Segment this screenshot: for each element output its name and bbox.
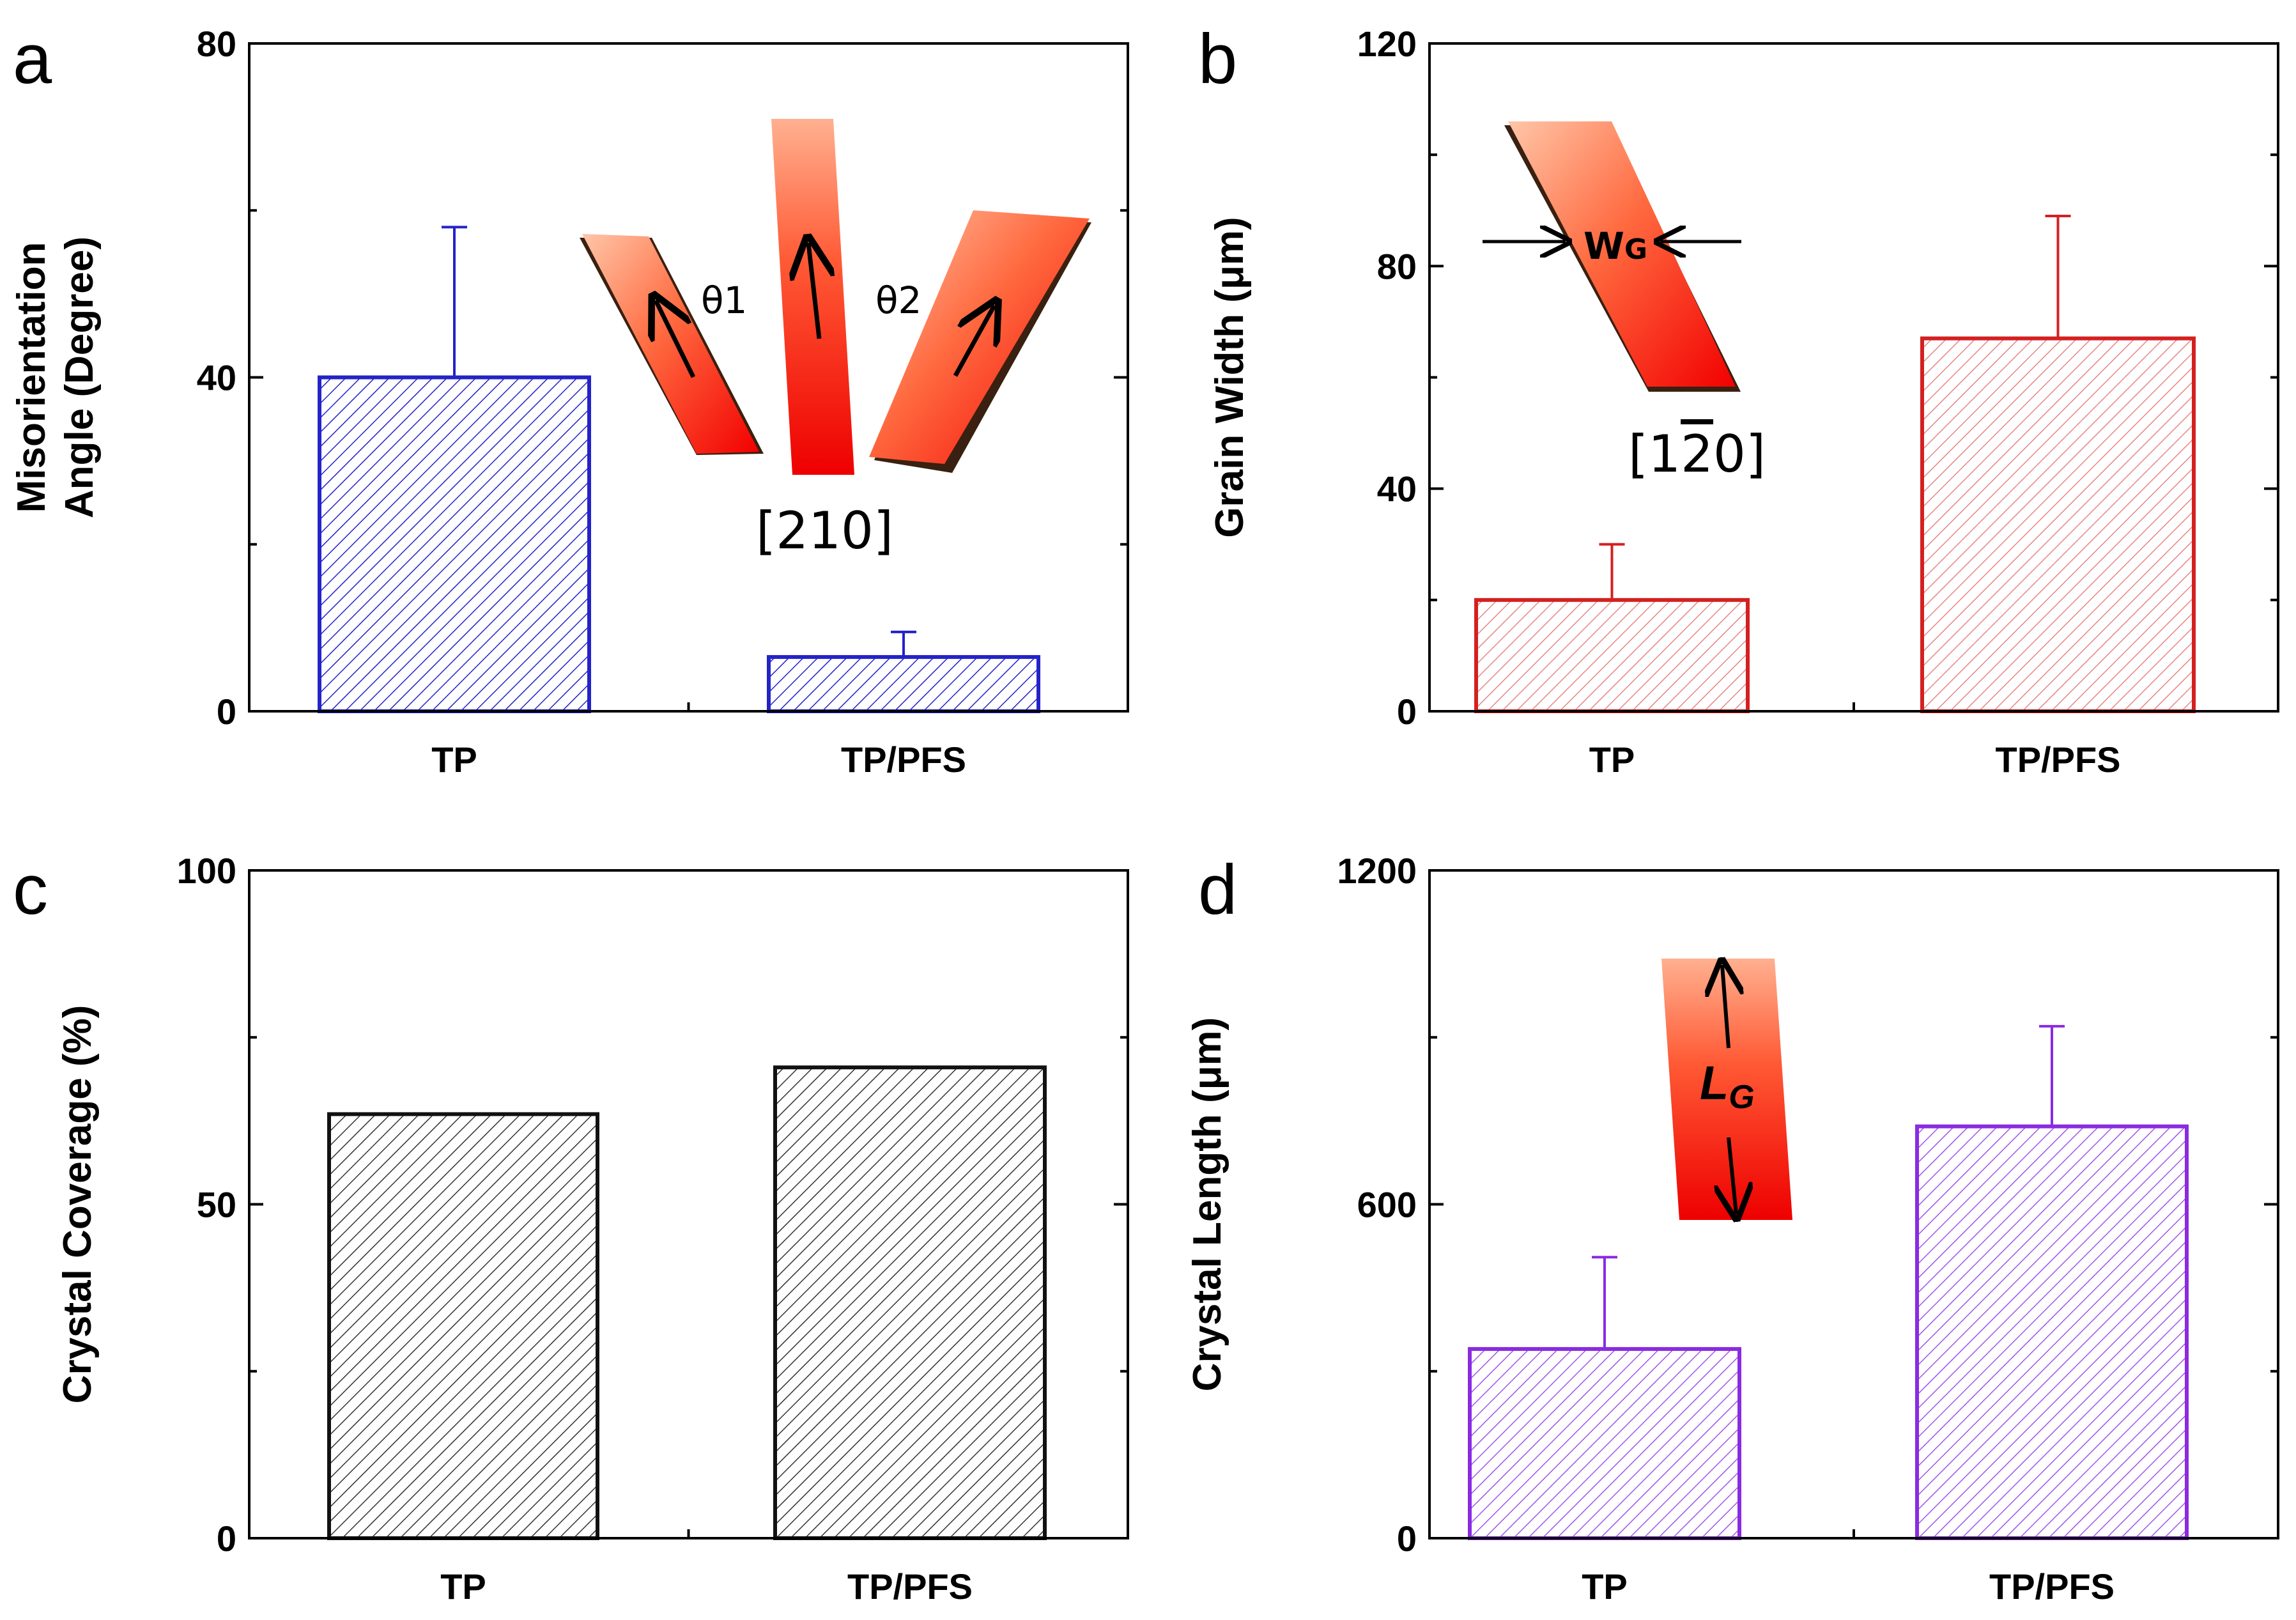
bar-b-tp	[1474, 598, 1750, 713]
crystal-right	[869, 210, 1091, 473]
y-tick-label-a-0: 0	[217, 691, 236, 732]
panel-a: a TP TP/PFS 0 40 80 Misorientation Angle (Degr…	[10, 20, 1129, 780]
x-tick-label-a-0: TP	[431, 739, 477, 780]
x-tick-label-d-1: TP/PFS	[1989, 1566, 2115, 1607]
bar-d-tp-pfs	[1915, 1124, 2189, 1541]
theta2-label: θ2	[875, 279, 921, 322]
y-tick-label-b-3: 120	[1357, 24, 1417, 64]
bar-c-tp	[327, 1112, 599, 1541]
x-tick-label-a-1: TP/PFS	[841, 739, 966, 780]
arrow-right-icon	[953, 305, 994, 377]
panel-c: c TP TP/PFS 0 50 100 Crystal Coverage (%)	[13, 851, 1129, 1607]
inset-a-crystals: θ1 θ2 [210]	[580, 119, 1091, 560]
panel-d: d TP TP/PFS 0 600 1200 Crystal Length (μm)	[1185, 851, 2279, 1607]
y-axis-title-c: Crystal Coverage (%)	[56, 1005, 100, 1404]
panel-b: b TP TP/PFS 0 40 80 120 Grain Width (μm)	[1198, 20, 2279, 780]
y-tick-label-d-0: 0	[1397, 1518, 1417, 1559]
length-arrow-down-icon	[1729, 1137, 1736, 1214]
y-axis-title-d: Crystal Length (μm)	[1185, 1017, 1229, 1392]
panel-b-letter: b	[1198, 20, 1237, 98]
bar-d-tp	[1468, 1346, 1741, 1541]
theta1-label: θ1	[701, 279, 747, 322]
bar-b-tp-pfs	[1920, 336, 2196, 713]
x-tick-label-c-0: TP	[440, 1566, 486, 1607]
wg-label: WG	[1583, 224, 1647, 268]
y-tick-label-d-1: 600	[1357, 1185, 1417, 1225]
x-tick-label-d-0: TP	[1582, 1566, 1628, 1607]
y-tick-label-c-1: 50	[197, 1185, 236, 1225]
inset-b-crystal: WG [120]	[1483, 121, 1766, 484]
y-tick-label-a-1: 40	[197, 358, 236, 398]
bar-a-tp-pfs	[767, 655, 1040, 713]
bar-c-tp-pfs	[773, 1065, 1047, 1540]
y-tick-label-b-2: 80	[1377, 246, 1417, 286]
length-arrow-up-icon	[1722, 965, 1729, 1049]
arrow-middle-icon	[808, 243, 819, 339]
y-tick-label-b-1: 40	[1377, 469, 1417, 509]
panel-a-letter: a	[13, 20, 52, 98]
lg-label: LG	[1700, 1056, 1755, 1116]
y-tick-label-b-0: 0	[1397, 691, 1417, 732]
direction-1-20-label: [120]	[1628, 424, 1766, 484]
bar-a-tp	[318, 375, 591, 713]
x-tick-label-c-1: TP/PFS	[847, 1566, 973, 1607]
crystal-left	[580, 234, 764, 455]
panel-d-letter: d	[1198, 851, 1237, 929]
panel-c-letter: c	[13, 851, 48, 929]
y-tick-label-c-2: 100	[177, 851, 236, 891]
direction-210-label: [210]	[756, 501, 893, 560]
y-axis-title-a-0: Misorientation	[10, 242, 54, 513]
inset-d-crystal: LG	[1661, 959, 1792, 1220]
y-tick-label-d-2: 1200	[1337, 851, 1417, 891]
crystal-middle	[771, 119, 854, 475]
y-axis-title-a-1: Angle (Degree)	[58, 236, 102, 518]
x-tick-label-b-0: TP	[1589, 739, 1635, 780]
x-tick-label-b-1: TP/PFS	[1995, 739, 2120, 780]
y-tick-label-c-0: 0	[217, 1518, 236, 1559]
arrow-left-icon	[656, 300, 696, 378]
y-tick-label-a-2: 80	[197, 24, 236, 64]
y-axis-title-b: Grain Width (μm)	[1208, 217, 1252, 537]
